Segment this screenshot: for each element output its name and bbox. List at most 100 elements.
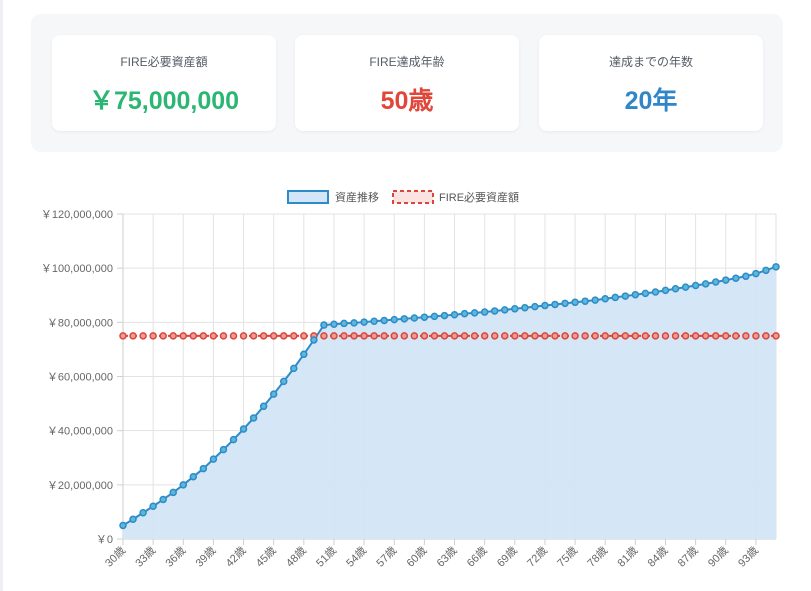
- asset-point[interactable]: [259, 402, 268, 411]
- asset-point[interactable]: [661, 286, 670, 295]
- target-point[interactable]: [611, 332, 620, 340]
- target-point[interactable]: [691, 332, 700, 340]
- asset-point[interactable]: [169, 488, 177, 497]
- target-point[interactable]: [390, 332, 398, 340]
- target-point[interactable]: [490, 332, 499, 340]
- target-point[interactable]: [480, 332, 489, 340]
- asset-point[interactable]: [149, 502, 157, 510]
- target-point[interactable]: [199, 332, 208, 340]
- asset-point[interactable]: [350, 319, 358, 327]
- asset-point[interactable]: [279, 377, 288, 386]
- target-point[interactable]: [581, 332, 589, 340]
- target-point[interactable]: [370, 332, 378, 340]
- asset-point[interactable]: [490, 307, 499, 315]
- target-point[interactable]: [139, 332, 147, 340]
- asset-point[interactable]: [591, 296, 599, 304]
- asset-point[interactable]: [641, 289, 650, 298]
- target-point[interactable]: [561, 332, 569, 340]
- asset-point[interactable]: [440, 311, 449, 320]
- asset-point[interactable]: [330, 320, 338, 328]
- asset-point[interactable]: [249, 414, 258, 422]
- asset-point[interactable]: [671, 285, 680, 293]
- target-point[interactable]: [320, 332, 328, 340]
- target-point[interactable]: [460, 332, 469, 340]
- target-point[interactable]: [752, 332, 760, 340]
- asset-point[interactable]: [551, 300, 559, 309]
- legend-item-target-series[interactable]: FIRE必要資産額: [392, 190, 519, 204]
- target-point[interactable]: [521, 332, 529, 340]
- asset-point[interactable]: [511, 305, 519, 313]
- target-point[interactable]: [159, 332, 167, 340]
- asset-point[interactable]: [711, 278, 720, 286]
- target-point[interactable]: [380, 332, 388, 340]
- asset-point[interactable]: [269, 390, 278, 398]
- asset-point[interactable]: [501, 306, 509, 314]
- asset-point[interactable]: [691, 281, 700, 290]
- asset-point[interactable]: [531, 302, 539, 311]
- target-point[interactable]: [189, 332, 198, 340]
- asset-point[interactable]: [159, 495, 167, 504]
- target-point[interactable]: [470, 332, 479, 340]
- target-point[interactable]: [681, 332, 690, 340]
- asset-point[interactable]: [360, 318, 368, 326]
- asset-point[interactable]: [410, 314, 419, 322]
- asset-point[interactable]: [219, 445, 228, 454]
- asset-point[interactable]: [460, 309, 469, 318]
- target-point[interactable]: [219, 332, 228, 340]
- target-point[interactable]: [300, 332, 308, 340]
- asset-point[interactable]: [139, 508, 147, 517]
- target-point[interactable]: [621, 332, 630, 340]
- asset-point[interactable]: [541, 301, 549, 310]
- asset-point[interactable]: [521, 303, 529, 312]
- asset-point[interactable]: [320, 321, 328, 329]
- target-point[interactable]: [259, 332, 268, 340]
- asset-point[interactable]: [300, 350, 308, 359]
- target-point[interactable]: [239, 332, 248, 340]
- target-point[interactable]: [631, 332, 640, 340]
- target-point[interactable]: [762, 332, 770, 340]
- asset-point[interactable]: [561, 299, 569, 308]
- asset-point[interactable]: [631, 290, 640, 299]
- asset-point[interactable]: [772, 263, 780, 271]
- asset-point[interactable]: [430, 312, 439, 321]
- asset-point[interactable]: [681, 283, 690, 291]
- asset-point[interactable]: [601, 295, 609, 303]
- asset-point[interactable]: [239, 425, 248, 433]
- target-point[interactable]: [501, 332, 509, 340]
- asset-point[interactable]: [611, 293, 620, 302]
- asset-point[interactable]: [390, 315, 398, 324]
- target-point[interactable]: [601, 332, 609, 340]
- target-point[interactable]: [722, 332, 730, 340]
- target-point[interactable]: [732, 332, 740, 340]
- target-point[interactable]: [290, 332, 298, 340]
- asset-point[interactable]: [621, 292, 630, 300]
- target-point[interactable]: [551, 332, 559, 340]
- target-point[interactable]: [571, 332, 579, 340]
- asset-point[interactable]: [380, 316, 388, 325]
- target-point[interactable]: [772, 332, 780, 340]
- asset-point[interactable]: [480, 308, 489, 316]
- asset-point[interactable]: [290, 364, 298, 373]
- target-point[interactable]: [671, 332, 680, 340]
- target-point[interactable]: [360, 332, 368, 340]
- target-point[interactable]: [450, 332, 459, 340]
- asset-point[interactable]: [581, 297, 589, 305]
- target-point[interactable]: [541, 332, 549, 340]
- target-point[interactable]: [420, 332, 429, 340]
- target-point[interactable]: [430, 332, 439, 340]
- target-point[interactable]: [340, 332, 348, 340]
- asset-point[interactable]: [742, 272, 750, 281]
- target-point[interactable]: [149, 332, 157, 340]
- target-point[interactable]: [651, 332, 660, 340]
- target-point[interactable]: [641, 332, 650, 340]
- asset-point[interactable]: [450, 311, 459, 319]
- asset-point[interactable]: [400, 315, 409, 323]
- asset-point[interactable]: [752, 269, 760, 278]
- legend-item-asset-series[interactable]: 資産推移: [287, 190, 379, 204]
- target-point[interactable]: [209, 332, 218, 340]
- asset-point[interactable]: [470, 309, 479, 317]
- target-point[interactable]: [229, 332, 238, 340]
- target-point[interactable]: [661, 332, 670, 340]
- asset-point[interactable]: [199, 464, 208, 473]
- target-point[interactable]: [701, 332, 710, 340]
